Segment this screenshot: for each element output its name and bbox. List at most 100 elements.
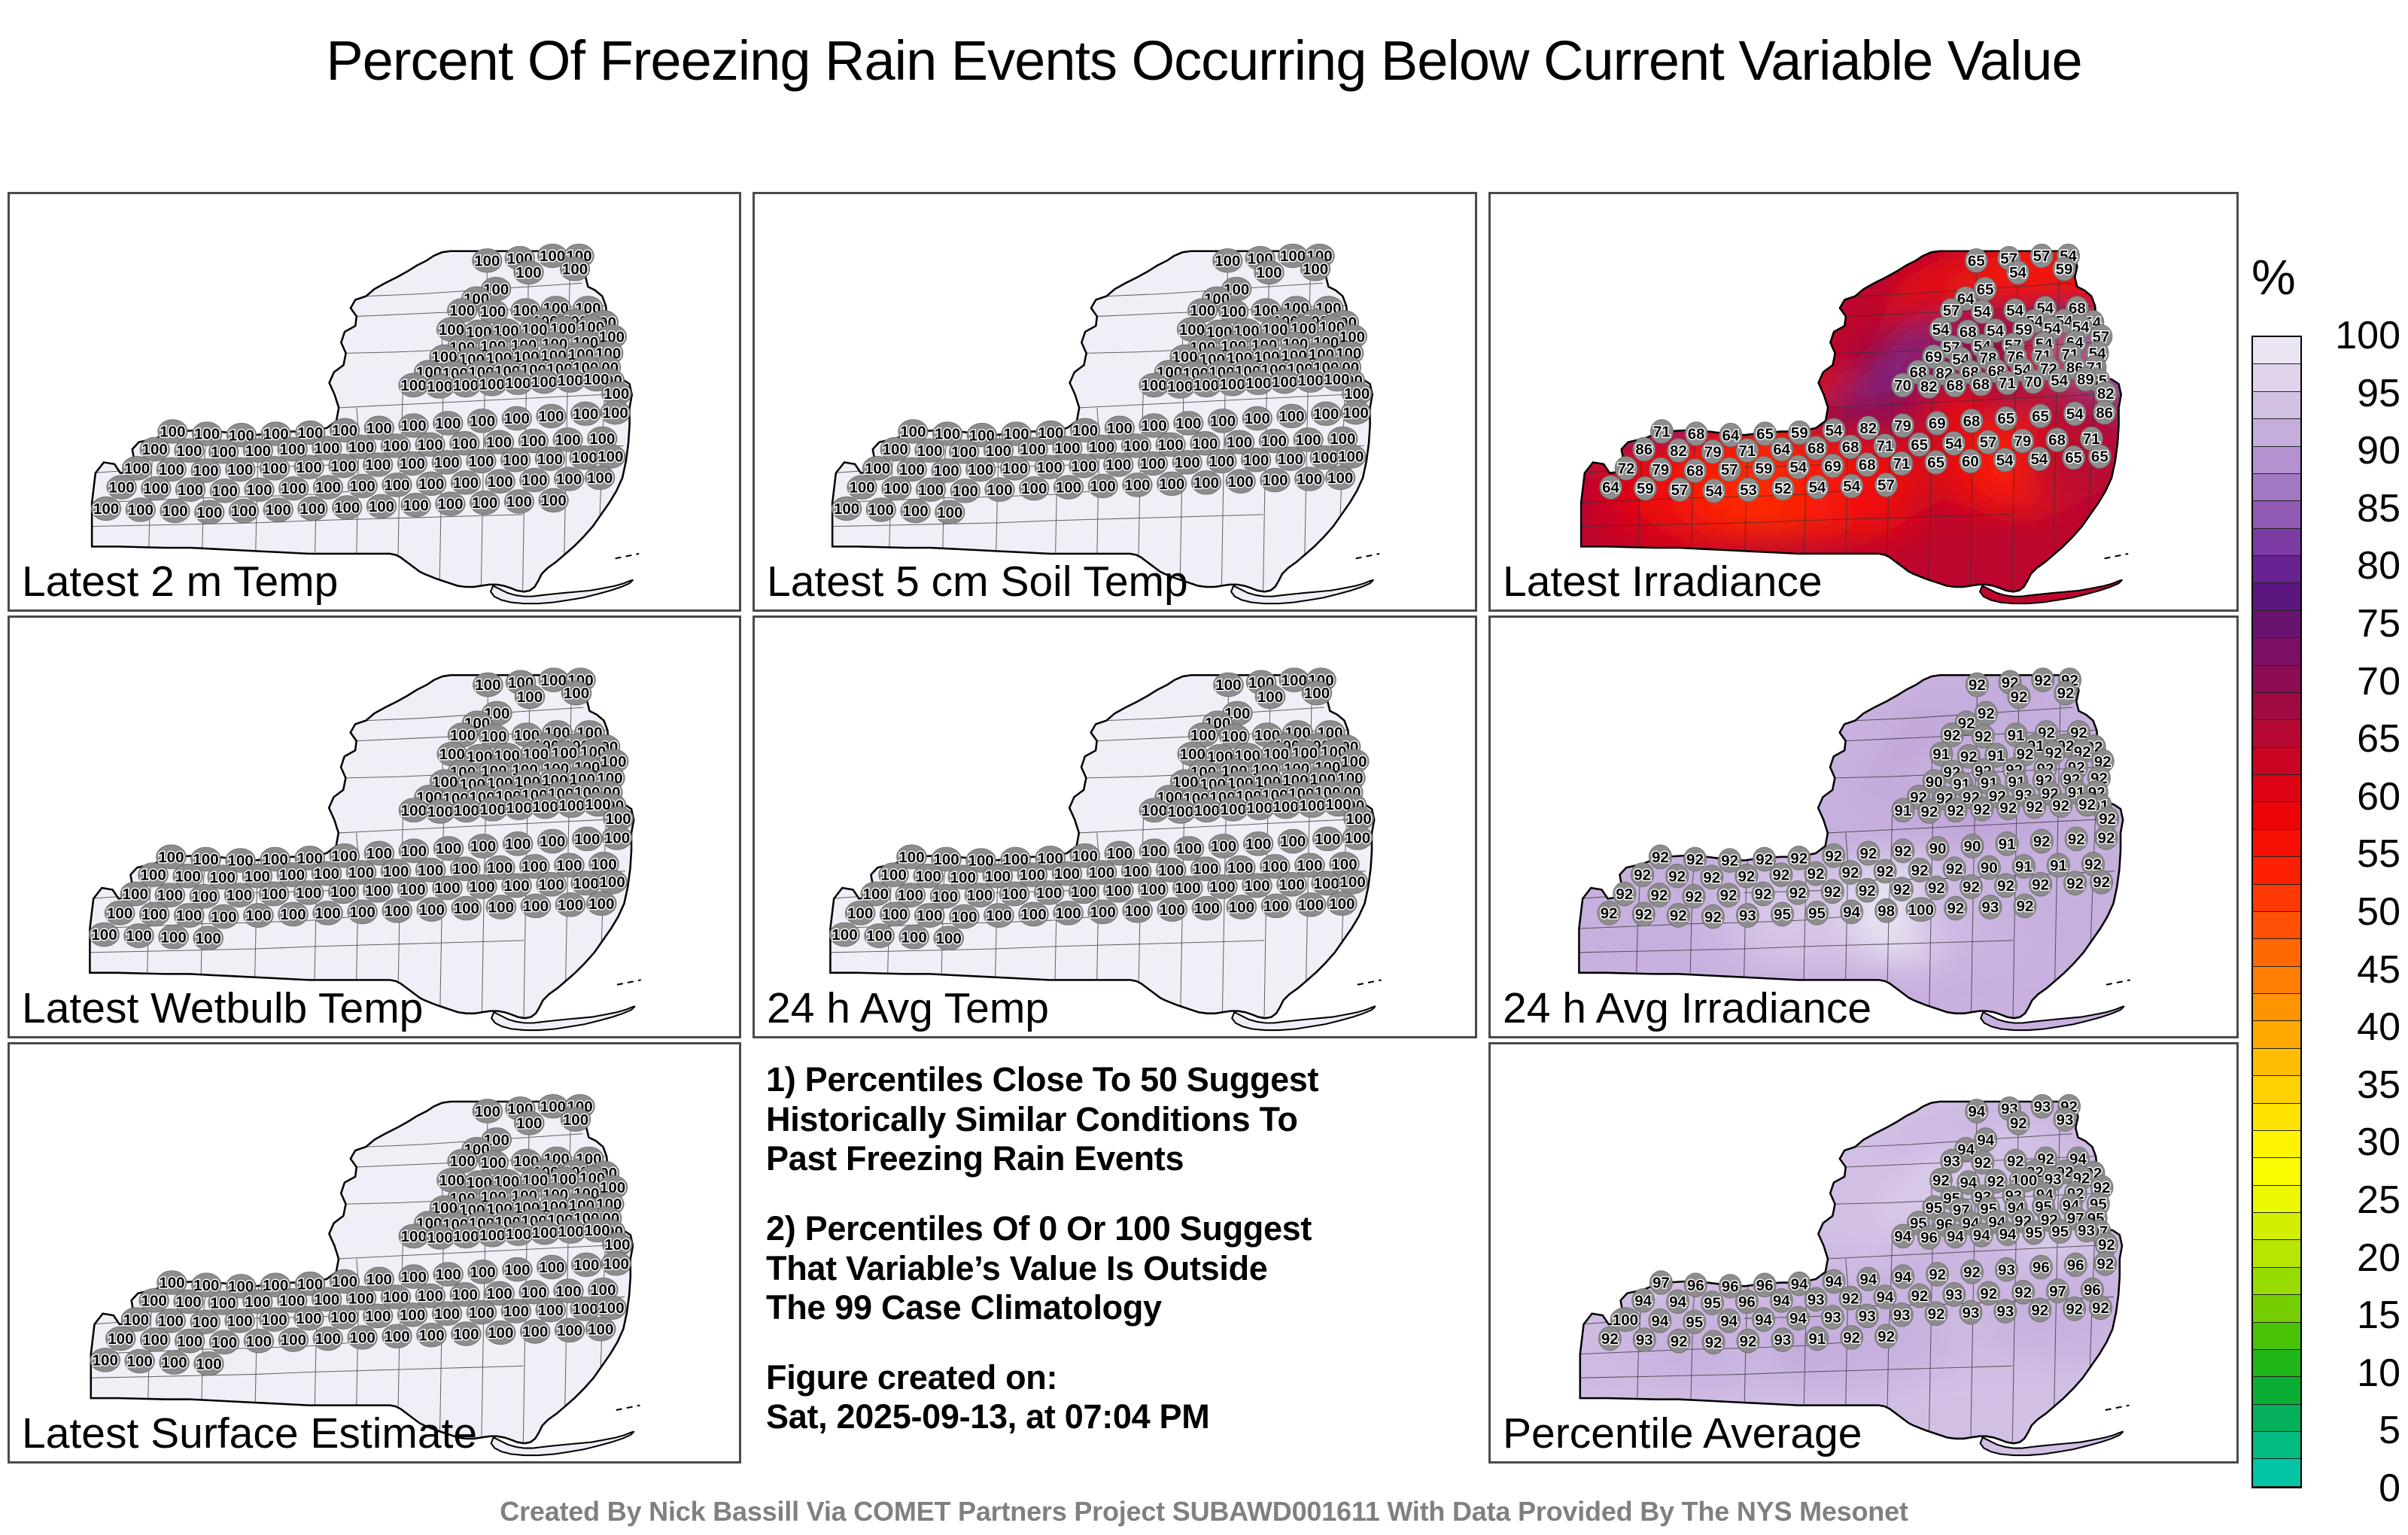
svg-text:100: 100 (1194, 900, 1220, 917)
svg-text:100: 100 (1193, 377, 1219, 394)
svg-text:93: 93 (1963, 1304, 1980, 1321)
svg-text:94: 94 (1651, 1312, 1668, 1330)
svg-text:100: 100 (1160, 901, 1185, 919)
svg-text:100: 100 (418, 1327, 444, 1344)
svg-text:100: 100 (1158, 436, 1184, 454)
svg-text:65: 65 (1756, 426, 1774, 443)
svg-text:100: 100 (1194, 802, 1220, 819)
svg-text:92: 92 (1980, 1285, 1997, 1302)
svg-text:100: 100 (401, 843, 427, 860)
svg-text:100: 100 (540, 1098, 566, 1115)
svg-text:100: 100 (176, 442, 202, 460)
svg-text:94: 94 (1773, 1292, 1790, 1309)
svg-text:100: 100 (159, 461, 184, 479)
svg-text:90: 90 (1926, 774, 1943, 791)
svg-text:100: 100 (1908, 901, 1934, 919)
colorbar-tick-70: 70 (2357, 659, 2400, 704)
map-latest-irradiance: 65 57 57 54 59 54 65 64 57 54 54 54 68 54 54 54 54 68 54 59… (1491, 194, 2236, 609)
colorbar-segment (2253, 610, 2300, 639)
svg-text:100: 100 (126, 928, 151, 945)
svg-text:96: 96 (1920, 1230, 1938, 1247)
svg-text:100: 100 (454, 802, 479, 819)
svg-text:92: 92 (2016, 898, 2033, 915)
svg-text:100: 100 (93, 1352, 118, 1369)
svg-text:92: 92 (1999, 800, 2017, 817)
svg-text:94: 94 (1720, 1312, 1738, 1330)
svg-text:65: 65 (1911, 436, 1928, 454)
svg-text:100: 100 (515, 264, 541, 281)
svg-text:100: 100 (1140, 455, 1166, 473)
svg-text:100: 100 (538, 876, 564, 893)
svg-text:72: 72 (1618, 460, 1635, 477)
svg-text:100: 100 (562, 260, 588, 278)
svg-text:100: 100 (141, 1292, 167, 1309)
svg-text:100: 100 (427, 1230, 452, 1247)
svg-text:100: 100 (366, 420, 392, 437)
svg-text:100: 100 (403, 497, 429, 514)
svg-text:100: 100 (314, 1291, 339, 1309)
svg-text:100: 100 (261, 1312, 287, 1329)
svg-text:100: 100 (227, 887, 252, 904)
svg-text:92: 92 (2068, 831, 2085, 848)
panel-percentile-average[interactable]: 9493939293929494939292929492929292949210… (1488, 1042, 2239, 1464)
panel-latest-5cm-soil-temp[interactable]: 100 100 100 100 100 100 100 100 100 100 100 100 100 1… (752, 192, 1477, 612)
svg-text:100: 100 (951, 443, 977, 460)
svg-text:92: 92 (1825, 847, 1842, 865)
svg-text:92: 92 (1738, 868, 1755, 885)
svg-text:92: 92 (1720, 887, 1738, 904)
svg-text:100: 100 (847, 905, 873, 923)
svg-text:100: 100 (143, 480, 169, 497)
svg-text:92: 92 (1963, 879, 1980, 896)
colorbar-segment (2253, 1103, 2300, 1131)
svg-text:68: 68 (1960, 324, 1977, 341)
svg-text:100: 100 (532, 798, 558, 816)
svg-text:100: 100 (1221, 801, 1246, 818)
svg-text:92: 92 (2099, 810, 2116, 828)
panel-latest-2m-temp[interactable]: 100 100 100 100 100 100 100 100 100 100 100 100 100 1… (8, 192, 741, 612)
svg-text:94: 94 (1825, 1273, 1842, 1290)
svg-text:100: 100 (279, 1292, 305, 1309)
svg-text:100: 100 (541, 492, 567, 509)
svg-text:100: 100 (541, 672, 567, 689)
svg-text:100: 100 (1228, 473, 1254, 491)
svg-text:52: 52 (1774, 480, 1792, 497)
svg-text:68: 68 (1859, 457, 1876, 474)
svg-text:71: 71 (1653, 424, 1671, 441)
svg-text:94: 94 (1859, 1271, 1877, 1288)
svg-text:92: 92 (1704, 908, 1722, 926)
svg-text:100: 100 (449, 302, 475, 320)
svg-text:100: 100 (968, 461, 993, 479)
panel-latest-wetbulb-temp[interactable]: 100 100 100 100 100 100 100 100 100 100 100 100 100 1… (8, 616, 741, 1038)
svg-text:70: 70 (2025, 373, 2042, 391)
svg-text:100: 100 (436, 840, 461, 858)
svg-text:100: 100 (123, 1312, 149, 1329)
svg-text:91: 91 (2015, 859, 2033, 876)
svg-text:68: 68 (2048, 432, 2066, 449)
colorbar-segment (2253, 501, 2300, 529)
svg-text:94: 94 (1789, 1310, 1807, 1327)
panel-24h-avg-irradiance[interactable]: 92 92 92 92 92 92 92 92 92 92 91 92 92 91 92 92 91 92 91 92… (1488, 616, 2239, 1038)
svg-text:100: 100 (141, 906, 167, 923)
svg-text:54: 54 (2051, 372, 2068, 390)
svg-text:100: 100 (453, 1228, 479, 1245)
panel-latest-surface-estimate[interactable]: 100 100 100 100 100 100 100 100 100 100 100 100 100 1… (8, 1042, 741, 1464)
panel-latest-irradiance[interactable]: 65 57 57 54 59 54 65 64 57 54 54 54 68 54 54 54 54 68 54 59… (1488, 192, 2239, 612)
map-percentile-average: 9493939293929494939292929492929292949210… (1491, 1044, 2236, 1461)
svg-text:100: 100 (1037, 459, 1063, 476)
svg-text:91: 91 (1894, 802, 1911, 819)
svg-text:100: 100 (1257, 688, 1283, 706)
svg-text:100: 100 (557, 1322, 582, 1339)
panel-24h-avg-temp[interactable]: 100 100 100 100 100 100 100 100 100 100 100 100 100 1… (752, 616, 1477, 1038)
svg-text:54: 54 (1826, 422, 1843, 439)
svg-text:100: 100 (504, 1261, 530, 1278)
svg-text:54: 54 (2009, 264, 2026, 281)
svg-text:92: 92 (1843, 1330, 1860, 1347)
svg-text:93: 93 (1808, 1291, 1825, 1309)
svg-text:100: 100 (91, 926, 117, 944)
svg-text:100: 100 (384, 1328, 409, 1345)
svg-text:94: 94 (1968, 1103, 1985, 1120)
svg-text:100: 100 (432, 774, 458, 791)
svg-text:100: 100 (1105, 882, 1131, 899)
svg-text:100: 100 (1221, 728, 1247, 745)
note-2-line-2: That Variable’s Value Is Outside (766, 1248, 1268, 1287)
